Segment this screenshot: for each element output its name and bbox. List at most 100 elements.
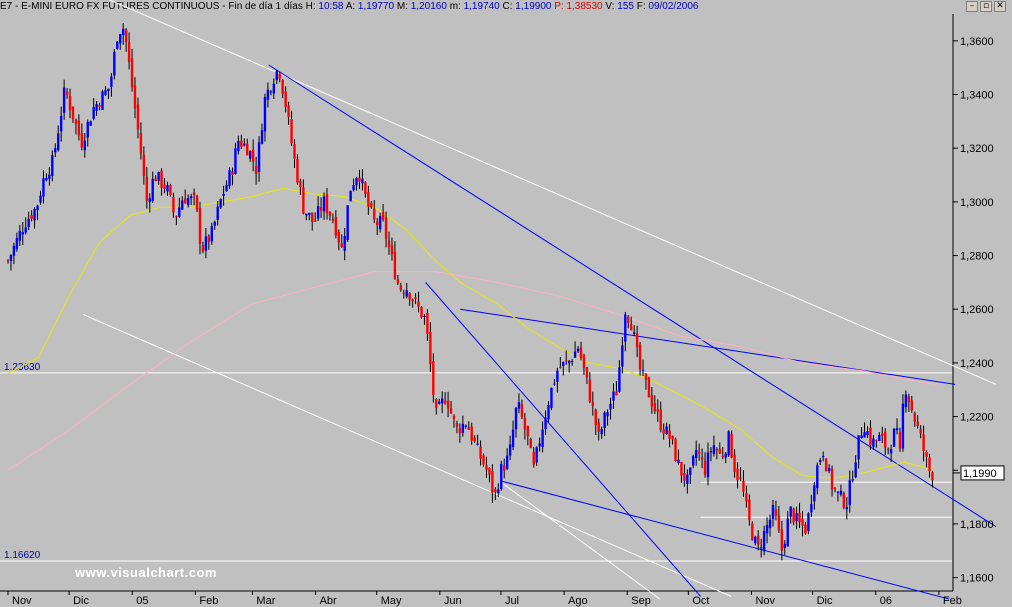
candle-down — [435, 399, 438, 408]
h-label: H: — [305, 1, 316, 12]
candle-up — [24, 227, 27, 233]
candle-up — [567, 360, 571, 364]
candle-down — [446, 400, 450, 409]
candle-up — [248, 151, 252, 159]
candle-down — [201, 245, 205, 252]
candle-down — [898, 432, 902, 449]
candle-down — [408, 293, 411, 300]
candle-up — [92, 107, 95, 119]
v-label: V: — [605, 1, 615, 12]
close-button[interactable]: ✕ — [994, 1, 1006, 12]
candle-up — [361, 178, 364, 184]
candle-down — [532, 451, 535, 465]
candle-down — [432, 361, 435, 396]
candle-down — [913, 412, 916, 422]
candle-down — [411, 299, 414, 302]
candle-up — [148, 198, 151, 202]
candle-up — [116, 41, 119, 49]
candle-up — [692, 456, 695, 466]
x-tick-label: Dic — [73, 595, 89, 607]
candle-down — [680, 461, 683, 476]
candle-down — [175, 216, 178, 218]
candle-up — [263, 96, 267, 132]
candle-down — [736, 468, 739, 481]
candle-up — [21, 232, 24, 235]
candle-up — [349, 190, 352, 202]
candle-down — [254, 165, 258, 174]
candle-up — [609, 403, 612, 410]
candle-up — [305, 213, 308, 216]
candle-up — [57, 133, 60, 151]
a-value: 1,19770 — [357, 1, 395, 12]
candle-up — [178, 207, 181, 217]
minimize-button[interactable]: – — [966, 1, 978, 12]
x-tick-label: Nov — [12, 595, 32, 607]
candle-down — [804, 524, 807, 534]
candle-down — [334, 216, 338, 236]
candle-up — [110, 76, 113, 87]
candle-up — [727, 431, 730, 456]
candle-up — [621, 345, 624, 367]
candle-down — [331, 219, 335, 221]
candle-down — [907, 396, 911, 403]
candle-up — [866, 431, 869, 435]
candle-down — [916, 421, 919, 427]
candle-up — [901, 403, 905, 449]
candle-up — [505, 455, 509, 469]
candle-down — [296, 158, 299, 183]
candle-down — [777, 515, 781, 531]
candle-up — [570, 361, 574, 363]
candle-up — [51, 155, 54, 177]
candle-up — [706, 452, 710, 478]
candle-up — [476, 443, 479, 445]
candle-up — [316, 206, 320, 219]
candle-down — [246, 143, 249, 156]
candle-up — [517, 402, 521, 409]
candle-up — [228, 170, 231, 187]
candle-down — [615, 391, 618, 396]
candle-down — [470, 426, 473, 441]
candle-down — [582, 354, 586, 369]
candle-down — [925, 452, 928, 457]
a-label: A: — [345, 1, 356, 12]
candle-down — [364, 182, 367, 195]
candle-down — [650, 395, 654, 407]
level-label: 1.23630 — [4, 362, 41, 373]
candle-up — [107, 88, 110, 91]
candle-up — [576, 348, 580, 352]
candle-up — [54, 148, 57, 153]
candle-up — [39, 195, 42, 203]
candle-up — [686, 474, 689, 484]
candle-up — [754, 536, 757, 544]
trendline-white — [502, 483, 661, 600]
candle-up — [765, 524, 769, 534]
candle-down — [449, 408, 453, 413]
candle-up — [257, 142, 261, 172]
candle-down — [293, 143, 296, 159]
candle-up — [816, 465, 819, 489]
y-tick-label: 1,2200 — [960, 412, 994, 424]
candle-up — [795, 513, 798, 522]
candle-up — [308, 212, 311, 215]
candle-down — [77, 120, 81, 136]
watermark-logo: www.visualchart.com — [75, 565, 217, 580]
candle-up — [854, 462, 857, 478]
candle-down — [922, 434, 925, 451]
candle-up — [352, 185, 355, 191]
candle-up — [9, 255, 13, 262]
candle-down — [387, 240, 391, 247]
candle-down — [251, 149, 255, 162]
candle-up — [724, 453, 727, 458]
candle-down — [931, 472, 934, 481]
trendline-white — [108, 0, 997, 385]
x-tick-label: May — [381, 595, 402, 607]
candle-down — [231, 171, 234, 175]
candle-up — [86, 121, 89, 138]
candle-up — [27, 218, 30, 228]
candle-down — [869, 427, 872, 446]
restore-button[interactable]: ▫ — [980, 1, 992, 12]
candle-down — [594, 409, 597, 426]
x-tick-label: 05 — [136, 595, 148, 607]
horizontal-levels: 1.23630 1.16620 — [0, 362, 952, 562]
